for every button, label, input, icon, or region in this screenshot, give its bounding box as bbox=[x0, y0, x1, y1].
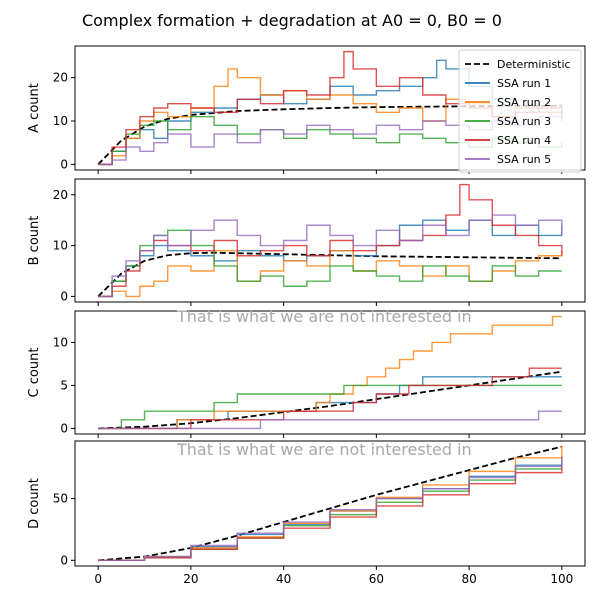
panel-1: 0 10 20 A count Deterministic SSA run 1 SSA ru… bbox=[27, 45, 586, 174]
panel-4: 0 50 0 20 40 60 80 100 D count That is what we ar… bbox=[27, 440, 586, 586]
y-tick-label: 0 bbox=[60, 421, 68, 435]
legend-entry: SSA run 1 bbox=[497, 77, 551, 90]
x-tick-label: 0 bbox=[94, 572, 102, 586]
legend-entry: Deterministic bbox=[497, 58, 571, 71]
y-tick-label: 0 bbox=[60, 553, 68, 567]
y-axis-label: D count bbox=[27, 478, 42, 529]
legend: Deterministic SSA run 1 SSA run 2 SSA run 3… bbox=[458, 49, 582, 173]
panel-2: 0 10 20 B count bbox=[27, 178, 586, 306]
legend-entry: SSA run 2 bbox=[497, 96, 551, 109]
series-group bbox=[97, 183, 563, 298]
y-tick-label: 5 bbox=[60, 378, 68, 392]
deterministic-line bbox=[98, 445, 563, 562]
y-tick-label: 10 bbox=[53, 239, 68, 253]
legend-box bbox=[458, 49, 582, 173]
y-tick-label: 20 bbox=[53, 71, 68, 85]
plot-frame bbox=[74, 178, 586, 303]
ssa-run-4-line bbox=[98, 367, 562, 430]
panel-annotation: That is what we are not interested in bbox=[176, 307, 472, 326]
legend-entry: SSA run 4 bbox=[497, 134, 551, 147]
deterministic-line bbox=[98, 370, 562, 430]
legend-entry: SSA run 5 bbox=[497, 153, 551, 166]
panel-annotation: That is what we are not interested in bbox=[176, 440, 472, 459]
panel-3: 0 5 10 C count That is what we are not inter… bbox=[27, 307, 586, 438]
deterministic-line bbox=[97, 104, 562, 165]
x-tick-label: 40 bbox=[276, 572, 291, 586]
y-tick-label: 20 bbox=[53, 188, 68, 202]
plot-frame bbox=[74, 440, 586, 567]
panels: 0 10 20 A count Deterministic SSA run 1 SSA ru… bbox=[27, 45, 586, 586]
chart-title: Complex formation + degradation at A0 = … bbox=[82, 11, 502, 30]
plot-frame bbox=[74, 310, 586, 435]
series-group bbox=[98, 315, 562, 430]
ssa-run-5-line bbox=[98, 456, 563, 562]
y-tick-label: 10 bbox=[53, 335, 68, 349]
y-axis-label: A count bbox=[27, 83, 42, 133]
y-tick-label: 10 bbox=[53, 114, 68, 128]
plot-frame bbox=[74, 45, 586, 171]
x-tick-label: 60 bbox=[369, 572, 384, 586]
y-tick-label: 0 bbox=[60, 157, 68, 171]
y-tick-label: 50 bbox=[53, 492, 68, 506]
x-tick-label: 80 bbox=[461, 572, 476, 586]
y-axis-label: C count bbox=[27, 348, 42, 398]
ssa-run-5-line bbox=[98, 214, 563, 298]
legend-entry: SSA run 3 bbox=[497, 115, 551, 128]
ssa-run-2-line bbox=[98, 445, 563, 562]
y-tick-label: 0 bbox=[60, 289, 68, 303]
x-tick-label: 100 bbox=[550, 572, 573, 586]
y-axis-label: B count bbox=[27, 216, 42, 266]
ssa-run-3-line bbox=[98, 384, 562, 430]
series-group bbox=[98, 445, 563, 562]
ssa-run-2-line bbox=[98, 315, 562, 430]
ssa-run-5-line bbox=[98, 410, 562, 430]
x-tick-label: 20 bbox=[183, 572, 198, 586]
